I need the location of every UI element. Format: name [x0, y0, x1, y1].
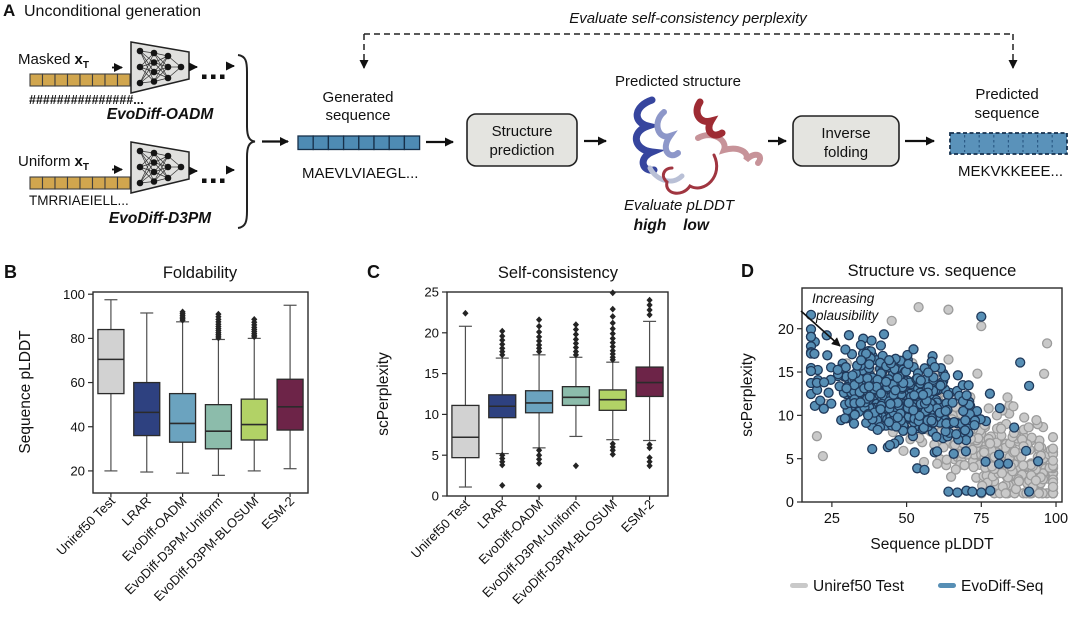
- inverse-box-line1: Inverse: [821, 125, 870, 142]
- masked-sequence-text: ###############...: [29, 93, 144, 107]
- box-EvoDiff-D3PM-BLOSUM: [240, 315, 268, 472]
- box-EvoDiff-D3PM-Uniform: [561, 321, 591, 470]
- uniform-xt-label: Uniform xT: [18, 153, 89, 173]
- inverse-folding-box: [792, 115, 900, 167]
- high-label: high: [634, 217, 667, 234]
- svg-text:5: 5: [786, 452, 794, 468]
- scatter-structure-vs-sequence: 0 5 10 15 20 25 50 75 100: [778, 287, 1068, 527]
- svg-text:40: 40: [70, 419, 85, 434]
- oadm-model-label: EvoDiff-OADM: [107, 106, 215, 123]
- panel-a-title: Unconditional generation: [24, 3, 201, 20]
- uniform-sequence-tokens: [29, 176, 131, 190]
- predicted-sequence-line1: Predicted: [975, 86, 1038, 103]
- legend-swatch-uniref50: [790, 583, 808, 588]
- predicted-structure-label: Predicted structure: [615, 73, 741, 90]
- svg-text:10: 10: [424, 407, 439, 422]
- inverse-box-line2: folding: [824, 144, 868, 161]
- legend-label-evodiff-seq: EvoDiff-Seq: [961, 578, 1043, 595]
- evaluate-plddt-label: Evaluate pLDDT: [624, 197, 736, 214]
- svg-text:10: 10: [778, 408, 794, 424]
- panel-d-label: D: [741, 261, 754, 281]
- protein-structure-image: [633, 96, 764, 195]
- predicted-sequence-bar: [949, 132, 1068, 155]
- svg-text:80: 80: [70, 331, 85, 346]
- svg-text:60: 60: [70, 375, 85, 390]
- svg-text:Uniref50 Test: Uniref50 Test: [408, 496, 473, 561]
- generated-label-line1: Generated: [323, 89, 394, 106]
- svg-text:50: 50: [899, 511, 915, 527]
- generated-sequence-tokens: [297, 135, 421, 151]
- box-LRAR: [488, 327, 517, 489]
- d3pm-network-icon: [130, 141, 190, 194]
- svg-text:100: 100: [63, 287, 85, 302]
- svg-text:EvoDiff-OADM: EvoDiff-OADM: [475, 497, 546, 568]
- panel-d-ylabel: scPerplexity: [739, 353, 756, 437]
- svg-text:Uniref50 Test: Uniref50 Test: [53, 493, 118, 558]
- structure-box-line1: Structure: [492, 123, 553, 140]
- panel-c-ylabel: scPerplexity: [375, 352, 392, 436]
- d3pm-model-label: EvoDiff-D3PM: [109, 210, 212, 227]
- panel-d-title: Structure vs. sequence: [848, 262, 1017, 280]
- svg-text:20: 20: [70, 464, 85, 479]
- panel-b-title: Foldability: [163, 264, 238, 282]
- svg-text:0: 0: [432, 489, 439, 504]
- panel-c-title: Self-consistency: [498, 264, 619, 282]
- box-EvoDiff-D3PM-Uniform: [204, 310, 233, 476]
- box-LRAR: [133, 312, 161, 473]
- generated-label-line2: sequence: [325, 107, 390, 124]
- ellipsis-dots-oadm: [202, 74, 225, 79]
- panel-d-xlabel: Sequence pLDDT: [870, 536, 994, 553]
- panel-a-label: A: [3, 1, 15, 20]
- svg-text:20: 20: [778, 322, 794, 338]
- box-ESM-2: [635, 296, 664, 470]
- feedback-label: Evaluate self-consistency perplexity: [569, 10, 808, 27]
- panel-b-label: B: [4, 262, 17, 282]
- svg-text:100: 100: [1044, 511, 1068, 527]
- oadm-network-nodes: [136, 47, 185, 87]
- ellipsis-dots-d3pm: [202, 178, 225, 183]
- svg-text:ESM-2: ESM-2: [618, 497, 657, 536]
- box-ESM-2: [276, 304, 304, 470]
- svg-text:15: 15: [778, 365, 794, 381]
- generated-sequence-text: MAEVLVIAEGL...: [302, 165, 418, 182]
- uniform-sequence-text: TMRRIAEIELL...: [29, 193, 129, 208]
- panel-b-ylabel: Sequence pLDDT: [17, 330, 34, 454]
- legend-label-uniref50: Uniref50 Test: [813, 578, 905, 595]
- svg-text:LRAR: LRAR: [474, 497, 509, 532]
- annotation-arrow: [800, 310, 841, 347]
- low-label: low: [683, 217, 710, 234]
- box-EvoDiff-OADM: [168, 308, 197, 474]
- structure-prediction-box: [466, 113, 578, 167]
- d3pm-network-nodes: [136, 147, 185, 187]
- svg-text:5: 5: [432, 448, 439, 463]
- annotation-line1: Increasing: [812, 291, 875, 306]
- predicted-sequence-line2: sequence: [974, 105, 1039, 122]
- legend-swatch-evodiff-seq: [938, 583, 956, 588]
- svg-text:0: 0: [786, 495, 794, 511]
- box-Uniref50 Test: [451, 309, 480, 488]
- structure-box-line2: prediction: [489, 142, 554, 159]
- svg-text:ESM-2: ESM-2: [259, 494, 298, 533]
- masked-xt-label: Masked xT: [18, 51, 89, 71]
- masked-sequence-tokens: [29, 73, 131, 87]
- box-EvoDiff-OADM: [524, 316, 554, 490]
- series-EvoDiff-Seq: [805, 309, 1044, 498]
- annotation-line2: plausibility: [815, 308, 880, 323]
- predicted-sequence-text: MEKVKKEEE...: [958, 163, 1063, 180]
- box-EvoDiff-D3PM-BLOSUM: [598, 289, 627, 458]
- svg-text:15: 15: [424, 366, 439, 381]
- svg-text:20: 20: [424, 325, 439, 340]
- box-Uniref50 Test: [97, 299, 125, 472]
- svg-text:25: 25: [424, 285, 439, 300]
- svg-text:25: 25: [824, 511, 840, 527]
- svg-text:75: 75: [973, 511, 989, 527]
- curly-brace: [237, 54, 256, 229]
- panel-c-label: C: [367, 262, 380, 282]
- oadm-network-icon: [130, 41, 190, 94]
